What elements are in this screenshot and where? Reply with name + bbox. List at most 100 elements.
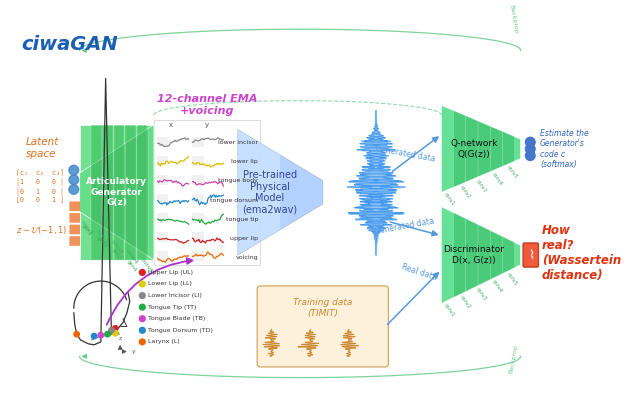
- Text: Articulatory
Generator
G(z): Articulatory Generator G(z): [86, 177, 147, 207]
- Text: tongue dorsum: tongue dorsum: [210, 197, 258, 203]
- Text: conv3: conv3: [475, 287, 487, 302]
- Circle shape: [525, 151, 535, 160]
- FancyBboxPatch shape: [157, 175, 168, 185]
- Text: How
real?
(Wassertein
distance): How real? (Wassertein distance): [542, 224, 621, 282]
- Polygon shape: [102, 125, 113, 260]
- Text: ⌈c₁  c₂  c₃⌉
│1   0   0 │
│0   1   0 │
⌊0   0   1 ⌋: ⌈c₁ c₂ c₃⌉ │1 0 0 │ │0 1 0 │ ⌊0 0 1 ⌋: [16, 170, 64, 203]
- Polygon shape: [502, 236, 515, 273]
- FancyBboxPatch shape: [70, 213, 80, 223]
- Text: ciwaGAN: ciwaGAN: [22, 35, 118, 54]
- Text: conv3: conv3: [475, 178, 487, 193]
- Text: y: y: [205, 122, 209, 128]
- Polygon shape: [125, 136, 137, 249]
- Text: y: y: [132, 349, 136, 354]
- FancyBboxPatch shape: [70, 225, 80, 234]
- Circle shape: [105, 331, 110, 337]
- FancyBboxPatch shape: [193, 156, 204, 166]
- Circle shape: [140, 339, 145, 345]
- Polygon shape: [114, 125, 125, 260]
- Text: Backprop: Backprop: [509, 4, 519, 34]
- Circle shape: [98, 333, 104, 338]
- Text: x: x: [169, 122, 173, 128]
- FancyBboxPatch shape: [157, 213, 168, 223]
- Text: Training data
(TIMIT): Training data (TIMIT): [293, 299, 353, 318]
- Text: conv1: conv1: [80, 219, 94, 236]
- Circle shape: [140, 304, 145, 310]
- Text: Tongue Dorsum (TD): Tongue Dorsum (TD): [148, 328, 213, 333]
- Circle shape: [109, 327, 114, 333]
- Text: conv5: conv5: [506, 165, 519, 180]
- Polygon shape: [102, 151, 114, 234]
- Circle shape: [140, 316, 145, 322]
- Text: Backprop: Backprop: [509, 344, 519, 374]
- FancyBboxPatch shape: [157, 156, 168, 166]
- FancyBboxPatch shape: [523, 243, 538, 267]
- Polygon shape: [238, 130, 280, 255]
- Text: Generated data: Generated data: [374, 144, 435, 164]
- Text: z: z: [118, 336, 122, 341]
- Text: gen3: gen3: [111, 247, 123, 261]
- Text: Tongue Tip (TT): Tongue Tip (TT): [148, 305, 196, 310]
- Text: conv4: conv4: [125, 248, 138, 265]
- Polygon shape: [490, 230, 502, 279]
- Text: Q-network
Q(G(z)): Q-network Q(G(z)): [451, 139, 498, 158]
- Polygon shape: [79, 125, 154, 260]
- Text: Pre-trained
Physical
Model
(ema2wav): Pre-trained Physical Model (ema2wav): [242, 170, 297, 215]
- Polygon shape: [442, 207, 520, 303]
- Circle shape: [140, 327, 145, 333]
- Text: conv4: conv4: [491, 171, 503, 186]
- Text: lower incisor: lower incisor: [218, 140, 258, 145]
- Text: conv3: conv3: [110, 239, 124, 255]
- Circle shape: [140, 269, 145, 275]
- Circle shape: [92, 333, 97, 339]
- Text: tongue tip: tongue tip: [226, 217, 258, 221]
- Text: Tongue Blade (TB): Tongue Blade (TB): [148, 316, 205, 321]
- FancyBboxPatch shape: [193, 137, 204, 147]
- Polygon shape: [454, 111, 466, 187]
- Text: Real data: Real data: [401, 262, 438, 282]
- FancyBboxPatch shape: [154, 120, 260, 265]
- Text: conv2: conv2: [459, 185, 472, 200]
- Polygon shape: [466, 116, 478, 182]
- FancyBboxPatch shape: [193, 232, 204, 242]
- Polygon shape: [490, 126, 502, 171]
- Polygon shape: [478, 121, 490, 177]
- FancyBboxPatch shape: [70, 201, 80, 211]
- Circle shape: [113, 326, 118, 331]
- Polygon shape: [137, 128, 148, 256]
- Text: upper lip: upper lip: [230, 236, 258, 241]
- Text: conv1: conv1: [443, 302, 456, 317]
- Text: gen4: gen4: [125, 260, 138, 273]
- FancyBboxPatch shape: [193, 175, 204, 185]
- Text: Larynx (L): Larynx (L): [148, 339, 180, 344]
- Text: conv5: conv5: [140, 258, 153, 274]
- Text: $z \sim \mathcal{U}(-1,1)$: $z \sim \mathcal{U}(-1,1)$: [16, 224, 67, 236]
- Text: Estimate the
Generator's
code c
(softmax): Estimate the Generator's code c (softmax…: [540, 129, 589, 169]
- Circle shape: [140, 281, 145, 287]
- Circle shape: [525, 137, 535, 147]
- Polygon shape: [137, 125, 147, 260]
- Text: gen1: gen1: [81, 223, 93, 237]
- Text: lower lip: lower lip: [232, 160, 258, 164]
- Polygon shape: [466, 219, 478, 292]
- Polygon shape: [502, 132, 515, 166]
- Text: voicing: voicing: [236, 255, 258, 260]
- Polygon shape: [91, 158, 102, 227]
- Circle shape: [69, 165, 79, 175]
- Text: conv2: conv2: [95, 229, 109, 245]
- Text: Lower Lip (LL): Lower Lip (LL): [148, 281, 192, 286]
- FancyBboxPatch shape: [193, 251, 204, 261]
- Text: conv2: conv2: [459, 295, 472, 310]
- FancyBboxPatch shape: [157, 137, 168, 147]
- FancyBboxPatch shape: [193, 213, 204, 223]
- Text: conv5: conv5: [506, 271, 519, 286]
- Polygon shape: [478, 225, 490, 286]
- Text: tongue body: tongue body: [218, 178, 258, 184]
- Text: conv4: conv4: [491, 279, 503, 294]
- Polygon shape: [114, 143, 125, 241]
- Text: Upper Lip (UL): Upper Lip (UL): [148, 270, 193, 275]
- Text: ⌇: ⌇: [528, 249, 534, 262]
- Text: Latent
space: Latent space: [26, 137, 59, 159]
- Circle shape: [140, 293, 145, 299]
- Polygon shape: [91, 125, 102, 260]
